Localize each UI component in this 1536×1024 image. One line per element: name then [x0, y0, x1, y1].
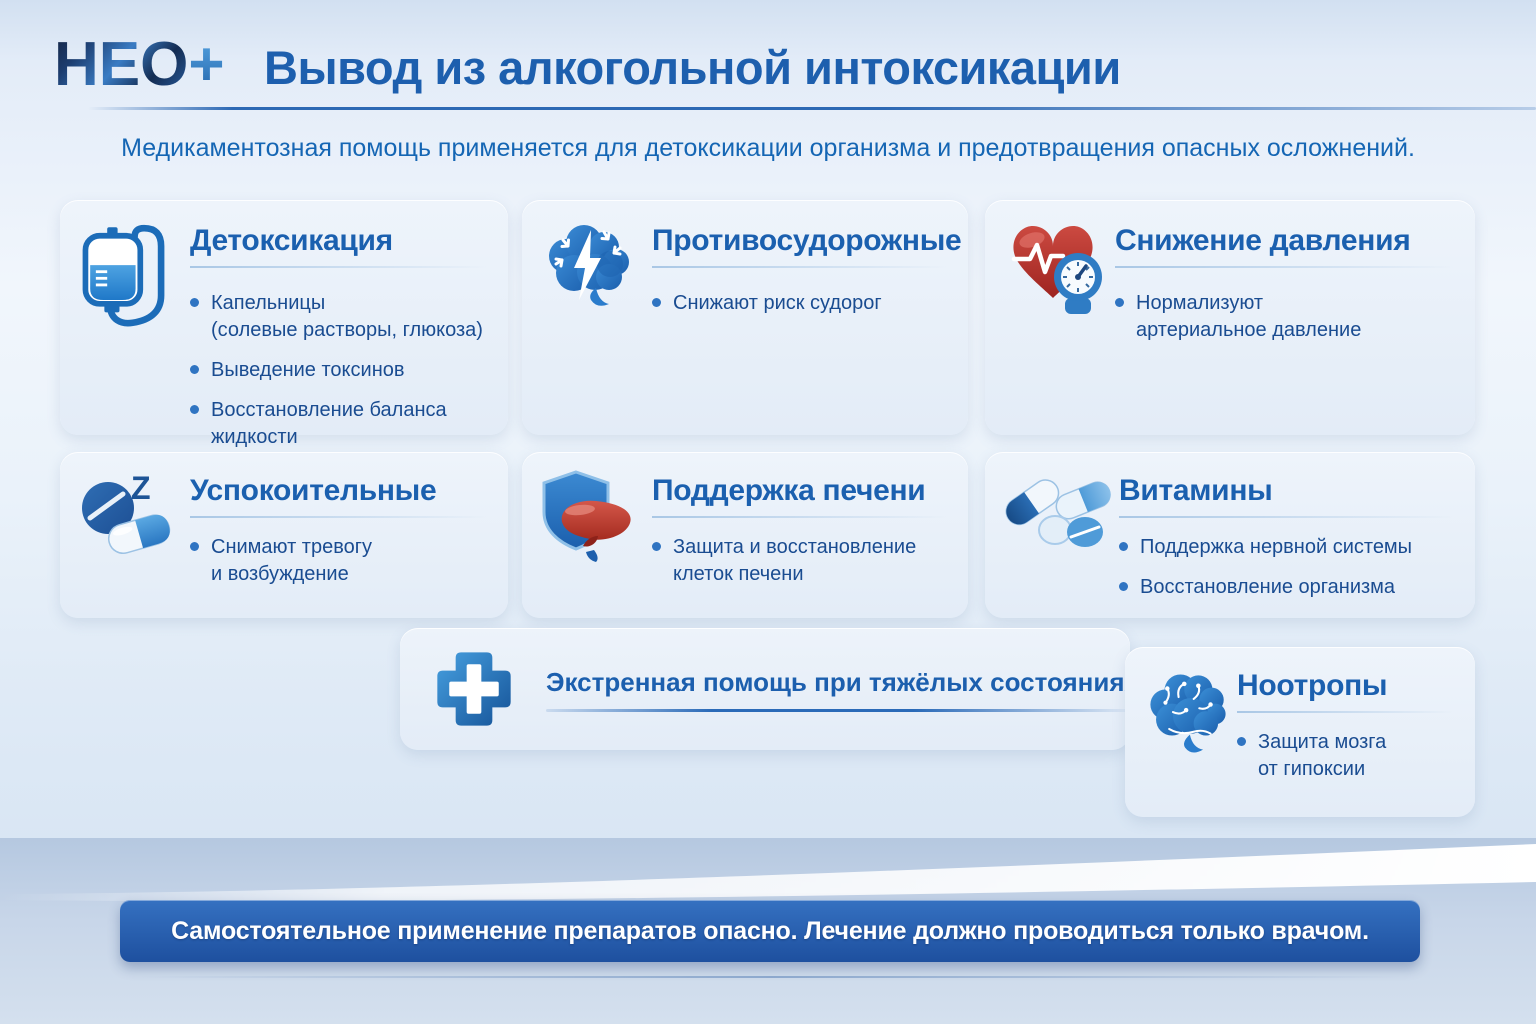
logo: НЕО+	[54, 34, 225, 96]
heart-pressure-icon	[985, 200, 1115, 435]
brain-lightning-icon	[522, 200, 652, 435]
bullet-list: Капельницы (солевые растворы, глюкоза) В…	[190, 290, 486, 451]
bullet-dot	[652, 298, 661, 307]
bullet-dot	[1119, 542, 1128, 551]
bullet-list: Защита мозга от гипоксии	[1237, 729, 1453, 783]
bullet-dot	[190, 405, 199, 414]
bullet-item: Снимают тревогу и возбуждение	[190, 534, 486, 588]
bullet-item: Защита мозга от гипоксии	[1237, 729, 1453, 783]
card-liver: Поддержка печени Защита и восстановление…	[522, 452, 968, 618]
disclaimer-banner: Самостоятельное применение препаратов оп…	[120, 900, 1420, 962]
bullet-item: Восстановление организма	[1119, 574, 1453, 601]
title-underline	[1115, 266, 1453, 268]
card-title: Детоксикация	[190, 224, 393, 257]
card-title: Поддержка печени	[652, 474, 926, 507]
page-subtitle: Медикаментозная помощь применяется для д…	[121, 134, 1415, 162]
bullet-text: Нормализуют артериальное давление	[1136, 292, 1362, 341]
logo-text: НЕО	[54, 30, 189, 99]
svg-text:Z: Z	[131, 470, 151, 506]
bullet-item: Поддержка нервной системы	[1119, 534, 1453, 561]
bullet-dot	[1115, 298, 1124, 307]
title-underline	[1237, 711, 1453, 713]
logo-plus-icon: +	[188, 30, 225, 99]
title-underline	[190, 516, 486, 518]
bullet-dot	[190, 298, 199, 307]
bullet-item: Выведение токсинов	[190, 357, 486, 384]
page-title: Вывод из алкогольной интоксикации	[264, 41, 1121, 94]
bullet-item: Капельницы (солевые растворы, глюкоза)	[190, 290, 486, 344]
bottom-divider	[140, 976, 1400, 978]
liver-shield-icon	[522, 452, 652, 618]
brain-icon	[1125, 647, 1237, 817]
bullet-dot	[190, 542, 199, 551]
bullet-list: Снимают тревогу и возбуждение	[190, 534, 486, 588]
bullet-text: Защита и восстановление клеток печени	[673, 536, 917, 585]
bullet-text: Поддержка нервной системы	[1140, 536, 1413, 558]
bullet-dot	[652, 542, 661, 551]
bullet-list: Нормализуют артериальное давление	[1115, 290, 1453, 344]
card-title: Витамины	[1119, 474, 1273, 507]
bullet-text: Снимают тревогу и возбуждение	[211, 536, 373, 585]
bullet-list: Защита и восстановление клеток печени	[652, 534, 946, 588]
bullet-list: Поддержка нервной системы Восстановление…	[1119, 534, 1453, 601]
bullet-list: Снижают риск судорог	[652, 290, 946, 317]
bullet-item: Нормализуют артериальное давление	[1115, 290, 1453, 344]
disclaimer-text: Самостоятельное применение препаратов оп…	[171, 916, 1369, 945]
medical-cross-icon	[430, 645, 518, 733]
emergency-banner: Экстренная помощь при тяжёлых состояниях	[400, 628, 1139, 750]
bullet-text: Капельницы (солевые растворы, глюкоза)	[211, 292, 483, 341]
card-title: Успокоительные	[190, 474, 437, 507]
bullet-text: Защита мозга от гипоксии	[1258, 731, 1387, 780]
card-nootropics: Ноотропы Защита мозга от гипоксии	[1125, 647, 1475, 817]
bullet-dot	[1237, 737, 1246, 746]
card-vitamins: Витамины Поддержка нервной системы Восст…	[985, 452, 1475, 618]
bullet-dot	[1119, 582, 1128, 591]
card-sedatives: Z Успокоительные Снимают тревогу и возбу…	[60, 452, 508, 618]
card-detox: Детоксикация Капельницы (солевые раствор…	[60, 200, 508, 448]
header-divider	[88, 107, 1536, 110]
bullet-item: Защита и восстановление клеток печени	[652, 534, 946, 588]
card-title: Противосудорожные	[652, 224, 962, 257]
bullet-text: Выведение токсинов	[211, 359, 405, 381]
sedative-pills-icon: Z	[60, 452, 190, 618]
title-underline	[1119, 516, 1453, 518]
bullet-text: Восстановление организма	[1140, 576, 1396, 598]
bullet-text: Снижают риск судорог	[673, 292, 882, 314]
title-underline	[190, 266, 486, 268]
iv-drip-icon	[60, 200, 190, 435]
banner-content: Экстренная помощь при тяжёлых состояниях	[546, 667, 1139, 712]
bullet-item: Снижают риск судорог	[652, 290, 946, 317]
bullet-dot	[190, 365, 199, 374]
title-underline	[652, 516, 946, 518]
card-title: Снижение давления	[1115, 224, 1411, 257]
vitamins-pills-icon	[985, 452, 1119, 618]
card-anticonvulsants: Противосудорожные Снижают риск судорог	[522, 200, 968, 435]
title-underline	[652, 266, 946, 268]
bullet-text: Восстановление баланса жидкости	[211, 399, 447, 448]
card-title: Ноотропы	[1237, 669, 1388, 702]
banner-title: Экстренная помощь при тяжёлых состояниях	[546, 666, 1139, 697]
card-pressure: Снижение давления Нормализуют артериальн…	[985, 200, 1475, 435]
bullet-item: Восстановление баланса жидкости	[190, 397, 486, 451]
banner-underline	[546, 708, 1139, 712]
